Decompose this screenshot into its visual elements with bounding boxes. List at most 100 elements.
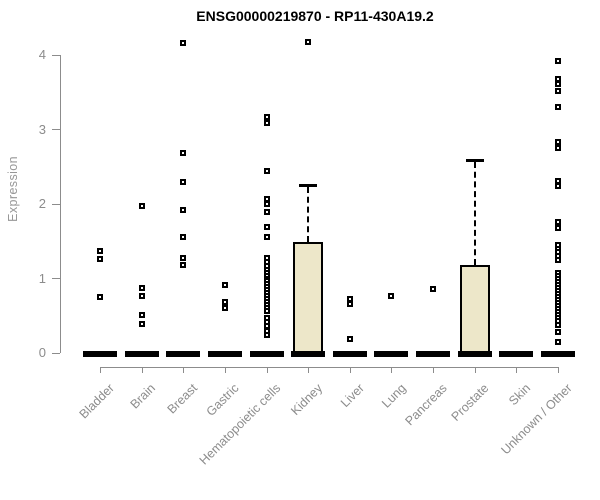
outlier-point [346, 335, 353, 342]
outlier-point [180, 206, 187, 213]
y-axis-tick [52, 54, 60, 56]
outlier-point [180, 262, 187, 269]
y-axis-label: Expression [6, 156, 20, 222]
median-zero-bar [83, 351, 117, 357]
outlier-point [554, 145, 561, 152]
outlier-point [346, 300, 353, 307]
x-tick-label: Kidney [288, 381, 326, 418]
outlier-point [263, 332, 270, 339]
y-tick-label: 0 [38, 345, 46, 360]
outlier-point [388, 292, 395, 299]
outlier-point [263, 209, 270, 216]
outlier-point [263, 168, 270, 175]
x-tick-label: Brain [128, 381, 159, 412]
x-axis-tick [100, 367, 101, 373]
outlier-point [346, 295, 353, 302]
whisker-cap [465, 159, 484, 162]
median-zero-bar [207, 351, 242, 357]
median-zero-bar [457, 351, 492, 357]
y-axis-tick [52, 278, 60, 279]
outlier-point [263, 308, 270, 315]
outlier-point [138, 293, 145, 300]
x-axis-tick [224, 367, 226, 373]
outlier-point [554, 256, 561, 263]
x-axis-tick [433, 367, 435, 373]
median-zero-bar [291, 351, 326, 357]
x-axis-tick [183, 367, 185, 373]
outlier-point [554, 104, 561, 111]
outlier-point [554, 87, 561, 94]
outlier-point [263, 119, 270, 126]
outlier-point [138, 312, 145, 318]
y-tick-label: 1 [38, 270, 46, 286]
x-tick-label: Breast [164, 381, 201, 417]
median-zero-bar [332, 351, 367, 357]
y-tick-label: 3 [38, 121, 46, 137]
outlier-point [97, 256, 103, 263]
outlier-point [554, 177, 561, 184]
y-axis-tick [52, 203, 60, 205]
x-tick-label: Pancreas [402, 381, 450, 429]
x-axis-tick [349, 367, 351, 373]
median-zero-bar [124, 351, 159, 357]
outlier-point [97, 247, 103, 254]
outlier-point [221, 299, 228, 306]
median-zero-bar [499, 351, 534, 357]
x-tick-label: Hematopoietic cells [196, 381, 284, 468]
outlier-point [263, 201, 270, 207]
outlier-point [305, 39, 312, 46]
x-tick-label: Skin [506, 381, 534, 409]
outlier-point [554, 139, 561, 146]
outlier-point [263, 233, 270, 240]
outlier-point [554, 218, 561, 225]
x-tick-label: Bladder [76, 381, 117, 422]
median-zero-bar [540, 351, 575, 357]
median-zero-bar [416, 351, 451, 357]
x-tick-label: Gastric [203, 381, 242, 419]
outlier-point [554, 183, 561, 190]
x-axis-tick [557, 367, 559, 373]
outlier-point [554, 224, 561, 231]
outlier-point [554, 81, 561, 88]
chart-title: ENSG00000219870 - RP11-430A19.2 [196, 8, 434, 24]
outlier-point [180, 40, 187, 47]
y-tick-label: 4 [38, 47, 46, 62]
upper-whisker [307, 187, 310, 242]
outlier-point [138, 203, 145, 210]
whisker-cap [299, 184, 318, 187]
box-kidney [293, 241, 324, 355]
y-axis-tick [52, 129, 60, 130]
x-axis-tick [516, 367, 518, 373]
x-axis-tick [308, 367, 310, 373]
outlier-point [180, 233, 187, 240]
outlier-point [263, 195, 270, 202]
outlier-point [221, 305, 228, 312]
x-axis-tick [391, 367, 393, 373]
x-axis-line [99, 367, 559, 368]
outlier-point [180, 150, 187, 157]
outlier-point [554, 75, 561, 82]
y-tick-label: 2 [38, 196, 46, 211]
x-axis-tick [141, 367, 143, 373]
outlier-point [180, 254, 187, 261]
x-axis-tick [266, 367, 268, 373]
x-tick-label: Prostate [448, 381, 492, 424]
y-axis-tick [52, 352, 60, 354]
outlier-point [138, 285, 145, 292]
upper-whisker [473, 162, 476, 266]
median-zero-bar [374, 351, 409, 357]
outlier-point [221, 282, 228, 289]
outlier-point [554, 321, 561, 328]
outlier-point [554, 338, 561, 345]
outlier-point [263, 113, 270, 120]
outlier-point [138, 320, 145, 327]
x-axis-tick [474, 367, 476, 373]
y-axis-line [60, 55, 61, 353]
x-tick-label: Liver [337, 381, 367, 411]
outlier-point [180, 178, 187, 185]
outlier-point [263, 224, 270, 231]
outlier-point [554, 57, 561, 64]
box-prostate [459, 265, 490, 355]
median-zero-bar [166, 351, 201, 357]
